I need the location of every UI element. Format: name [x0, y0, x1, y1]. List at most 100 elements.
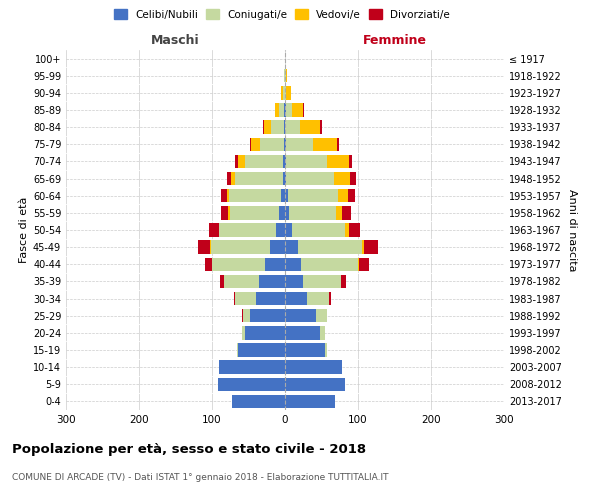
Bar: [209, 224, 218, 236]
Bar: [285, 189, 288, 202]
Bar: [264, 120, 271, 134]
Bar: [259, 274, 285, 288]
Bar: [221, 189, 227, 202]
Bar: [307, 292, 329, 306]
Bar: [286, 104, 292, 117]
Bar: [299, 120, 320, 134]
Bar: [242, 326, 245, 340]
Bar: [301, 258, 358, 271]
Bar: [271, 240, 285, 254]
Text: COMUNE DI ARCADE (TV) - Dati ISTAT 1° gennaio 2018 - Elaborazione TUTTITALIA.IT: COMUNE DI ARCADE (TV) - Dati ISTAT 1° ge…: [12, 472, 389, 482]
Bar: [210, 240, 211, 254]
Bar: [211, 240, 271, 254]
Bar: [337, 138, 339, 151]
Bar: [279, 104, 284, 117]
Bar: [285, 224, 292, 236]
Bar: [229, 189, 281, 202]
Bar: [245, 326, 285, 340]
Bar: [283, 86, 285, 100]
Bar: [334, 172, 350, 186]
Bar: [285, 206, 289, 220]
Bar: [271, 120, 284, 134]
Bar: [198, 240, 210, 254]
Text: Popolazione per età, sesso e stato civile - 2018: Popolazione per età, sesso e stato civil…: [12, 442, 366, 456]
Bar: [275, 104, 279, 117]
Bar: [284, 104, 285, 117]
Bar: [326, 309, 328, 322]
Bar: [276, 224, 285, 236]
Y-axis label: Fasce di età: Fasce di età: [19, 197, 29, 263]
Bar: [285, 138, 286, 151]
Bar: [285, 154, 286, 168]
Bar: [237, 344, 238, 356]
Text: Maschi: Maschi: [151, 34, 200, 48]
Bar: [284, 69, 285, 82]
Bar: [238, 154, 245, 168]
Bar: [286, 69, 287, 82]
Bar: [235, 292, 256, 306]
Bar: [286, 154, 326, 168]
Bar: [220, 224, 276, 236]
Bar: [285, 292, 307, 306]
Bar: [220, 274, 224, 288]
Bar: [358, 258, 359, 271]
Legend: Celibi/Nubili, Coniugati/e, Vedovi/e, Divorziati/e: Celibi/Nubili, Coniugati/e, Vedovi/e, Di…: [110, 5, 454, 24]
Bar: [320, 120, 322, 134]
Bar: [212, 258, 265, 271]
Bar: [320, 326, 325, 340]
Bar: [283, 154, 285, 168]
Bar: [303, 104, 304, 117]
Bar: [288, 189, 338, 202]
Bar: [231, 172, 235, 186]
Bar: [234, 292, 235, 306]
Bar: [227, 189, 229, 202]
Bar: [341, 274, 346, 288]
Bar: [232, 394, 285, 408]
Bar: [285, 172, 286, 186]
Bar: [235, 154, 238, 168]
Bar: [285, 69, 286, 82]
Bar: [292, 104, 303, 117]
Bar: [228, 206, 230, 220]
Bar: [303, 274, 341, 288]
Bar: [285, 240, 298, 254]
Bar: [326, 154, 349, 168]
Bar: [364, 240, 379, 254]
Bar: [205, 258, 212, 271]
Bar: [285, 326, 320, 340]
Bar: [342, 206, 350, 220]
Y-axis label: Anni di nascita: Anni di nascita: [567, 188, 577, 271]
Bar: [221, 206, 228, 220]
Bar: [362, 240, 364, 254]
Bar: [281, 86, 283, 100]
Bar: [298, 240, 362, 254]
Bar: [260, 138, 284, 151]
Bar: [286, 172, 334, 186]
Bar: [329, 292, 331, 306]
Bar: [316, 309, 326, 322]
Bar: [227, 172, 231, 186]
Bar: [350, 172, 356, 186]
Bar: [263, 120, 264, 134]
Bar: [349, 154, 352, 168]
Bar: [245, 154, 283, 168]
Bar: [218, 224, 220, 236]
Bar: [285, 378, 345, 391]
Bar: [336, 206, 342, 220]
Bar: [292, 224, 345, 236]
Bar: [285, 120, 299, 134]
Bar: [289, 206, 336, 220]
Bar: [256, 292, 285, 306]
Bar: [224, 274, 259, 288]
Bar: [285, 86, 286, 100]
Bar: [313, 138, 337, 151]
Bar: [285, 258, 301, 271]
Bar: [285, 274, 303, 288]
Bar: [242, 309, 250, 322]
Bar: [284, 120, 285, 134]
Bar: [285, 394, 335, 408]
Bar: [230, 206, 279, 220]
Bar: [348, 189, 355, 202]
Bar: [285, 104, 286, 117]
Bar: [286, 86, 291, 100]
